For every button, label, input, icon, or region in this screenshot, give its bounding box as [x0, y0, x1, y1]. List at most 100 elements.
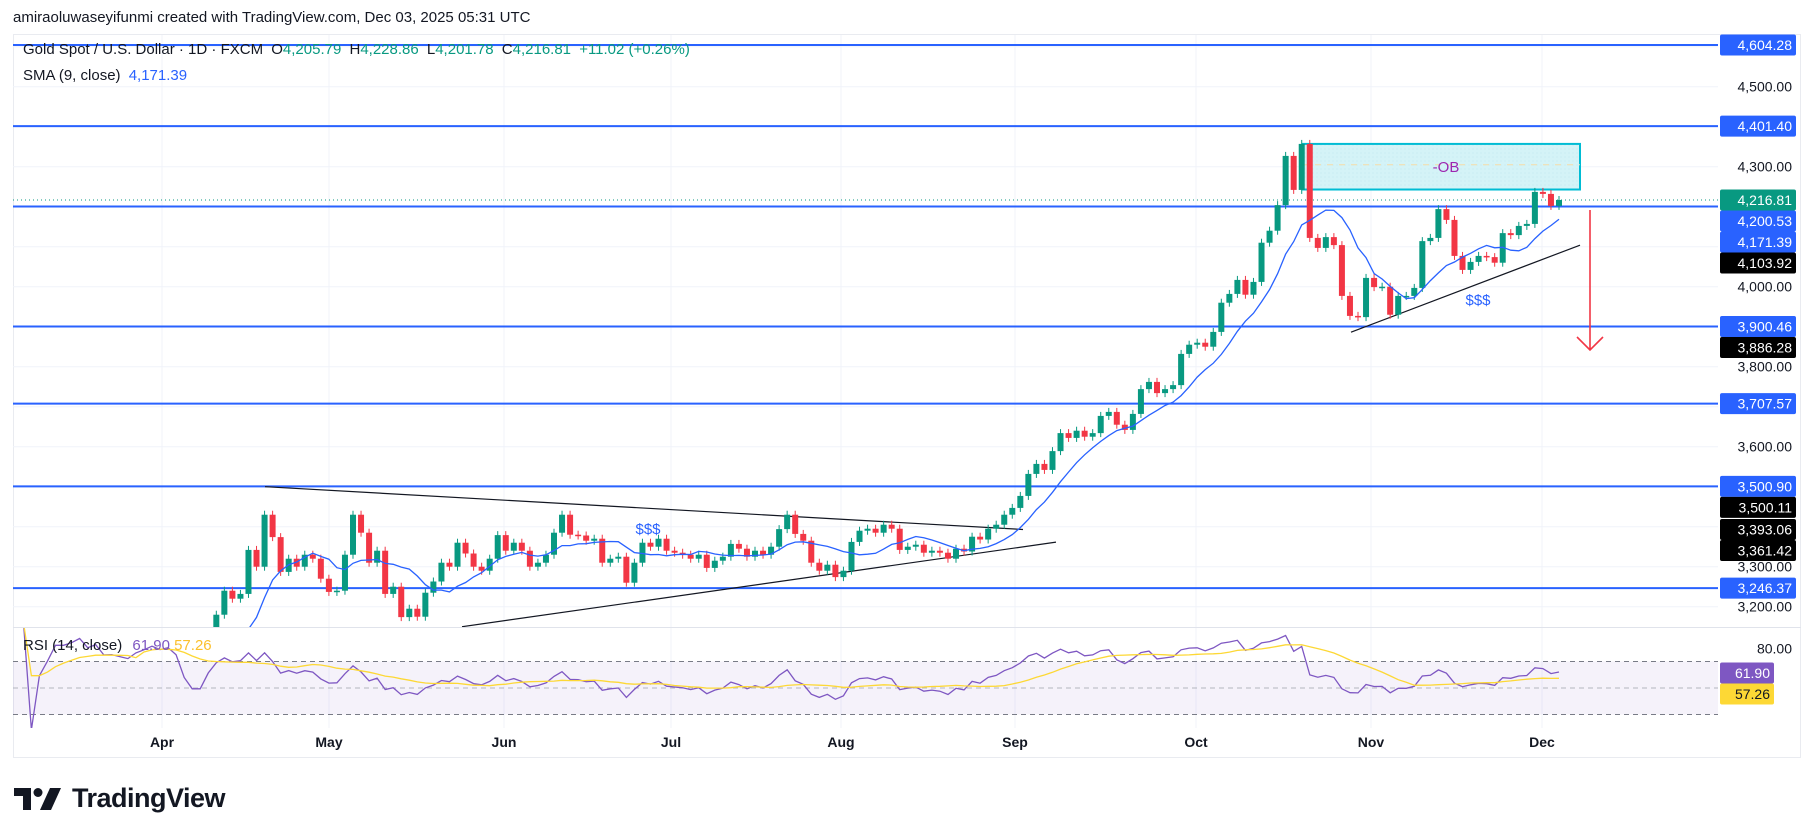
tradingview-logo[interactable]: TradingView [14, 783, 226, 814]
candle-body [896, 528, 903, 550]
candle-body [687, 554, 694, 559]
time-axis-label: Dec [1529, 734, 1555, 750]
trendline-price-badge-bg [1720, 496, 1796, 518]
down-arrow-icon[interactable] [1576, 210, 1604, 352]
candle-body [1330, 237, 1337, 246]
order-block-label: -OB [1433, 159, 1460, 176]
time-axis[interactable]: Apr May Jun Jul Aug Sep Oct Nov Dec [150, 734, 1555, 750]
trendline-price-badge-bg [1720, 539, 1796, 561]
candle [727, 539, 734, 561]
candle [631, 558, 638, 587]
price-axis[interactable]: 4,500.00 4,300.00 4,000.00 3,800.00 3,600.00… [1720, 34, 1796, 705]
candle-body [1411, 287, 1418, 296]
candle [1556, 195, 1562, 210]
candle [1226, 289, 1233, 307]
candle [1443, 205, 1450, 224]
last-price-badge-bg [1720, 189, 1796, 211]
candle [1459, 251, 1466, 274]
candle-body [567, 514, 574, 535]
candle [358, 510, 365, 537]
candle [1371, 273, 1378, 292]
tradingview-wordmark: TradingView [72, 783, 226, 813]
candle-body [1041, 463, 1048, 470]
candle-body [1451, 219, 1458, 256]
level-price-badge-bg [1720, 34, 1796, 56]
candle [760, 546, 767, 559]
candle-body [325, 578, 332, 592]
order-block-box[interactable] [1302, 142, 1581, 191]
candle-body [671, 550, 678, 553]
level-price-badge-bg [1720, 577, 1796, 599]
sma-row[interactable]: SMA (9, close) 4,171.39 [23, 63, 694, 89]
candle [583, 531, 590, 545]
candle [438, 558, 445, 586]
candle [1250, 277, 1257, 299]
candle-body [1547, 193, 1554, 206]
candle [1314, 233, 1321, 252]
candle-body [631, 562, 638, 583]
candle-body [824, 564, 831, 571]
change-value: +11.02 (+0.26%) [579, 41, 690, 58]
candle [920, 540, 927, 557]
candle-body [985, 528, 992, 540]
trendline-support[interactable] [1350, 244, 1581, 333]
candle-body [1057, 433, 1064, 452]
candle [446, 558, 453, 571]
candle-body [1556, 199, 1562, 206]
candle [1113, 407, 1120, 429]
rsi-tick-label: 80.00 [1757, 640, 1792, 656]
grid [13, 35, 1718, 728]
low-label: L [426, 41, 436, 58]
candle [864, 524, 871, 535]
rsi-value-badge: 61.90 [1735, 665, 1770, 681]
candle [1025, 469, 1032, 500]
candle [904, 542, 911, 554]
sma-price-badge-bg [1720, 231, 1796, 253]
candle-body [1234, 279, 1241, 294]
candle-body [944, 552, 951, 559]
candle [1338, 241, 1345, 300]
candle-body [1298, 143, 1305, 190]
candle-body [1097, 415, 1104, 434]
candle [1523, 219, 1530, 230]
candle [1395, 291, 1402, 319]
level-price-badge: 4,604.28 [1738, 37, 1793, 53]
candle [1121, 420, 1128, 434]
candle [1346, 291, 1353, 320]
trendline-upper[interactable] [264, 486, 1024, 531]
candle-body [1475, 255, 1482, 262]
candle [784, 510, 791, 534]
rsi-legend[interactable]: RSI (14, close) 61.90 57.26 [23, 637, 212, 654]
candle [639, 538, 646, 567]
candle-body [390, 586, 397, 594]
candle-body [1290, 155, 1297, 190]
candle-body [1379, 286, 1386, 289]
candle [542, 550, 549, 567]
candle [430, 577, 437, 597]
candle [1290, 151, 1297, 194]
candle-body [229, 590, 236, 599]
candle [454, 538, 461, 571]
candle [1202, 338, 1209, 351]
candle-body [607, 558, 614, 563]
level-price-badge-bg [1720, 475, 1796, 497]
price-tick-label: 3,300.00 [1738, 559, 1793, 575]
candle-body [406, 608, 413, 618]
candle-body [1186, 344, 1193, 354]
candle-body [936, 550, 943, 553]
candle [936, 546, 943, 557]
time-axis-label: Apr [150, 734, 175, 750]
symbol-name[interactable]: Gold Spot / U.S. Dollar · 1D · FXCM [23, 41, 264, 58]
candle [856, 526, 863, 546]
price-tick-label: 4,300.00 [1738, 159, 1793, 175]
candle [575, 530, 582, 540]
candle [1073, 426, 1080, 442]
candle-body [422, 592, 429, 617]
candle-body [454, 542, 461, 567]
candle-body [526, 550, 533, 567]
candle-body [374, 550, 381, 563]
candle-body [478, 566, 485, 571]
candle-body [358, 514, 365, 533]
sma-label: SMA (9, close) [23, 67, 121, 84]
